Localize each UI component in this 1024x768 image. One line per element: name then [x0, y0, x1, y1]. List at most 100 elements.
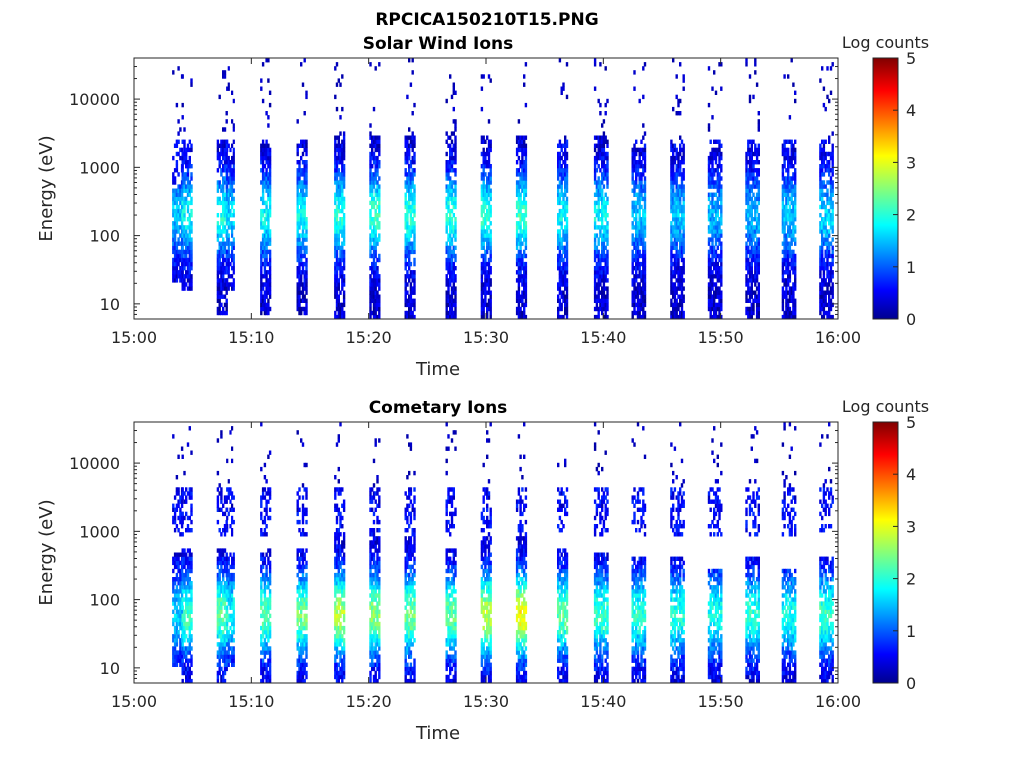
heatmap-cell — [718, 221, 721, 226]
heatmap-cell — [480, 172, 484, 177]
heatmap-cell — [747, 204, 750, 210]
heatmap-cell — [643, 257, 647, 263]
heatmap-cell — [261, 286, 265, 291]
heatmap-cell — [633, 147, 636, 153]
heatmap-cell — [523, 139, 526, 144]
heatmap-cell — [783, 180, 786, 185]
heatmap-cell — [181, 666, 184, 672]
heatmap-cell — [635, 217, 638, 222]
heatmap-cell — [757, 241, 760, 246]
heatmap-cell — [679, 266, 682, 271]
heatmap-cell — [680, 257, 684, 263]
heatmap-cell — [260, 266, 263, 271]
heatmap-cell — [409, 184, 413, 189]
heatmap-cell — [222, 208, 225, 214]
heatmap-cell — [337, 78, 340, 83]
heatmap-cell — [794, 139, 797, 144]
heatmap-cell — [519, 213, 522, 218]
heatmap-cell — [754, 245, 757, 250]
heatmap-cell — [376, 225, 379, 230]
heatmap-cell — [265, 241, 268, 246]
heatmap-cell — [231, 241, 234, 246]
heatmap-cell — [750, 188, 753, 193]
heatmap-cell — [754, 241, 757, 246]
heatmap-cell — [790, 139, 793, 144]
heatmap-cell — [185, 200, 188, 206]
heatmap-cell — [223, 229, 227, 234]
heatmap-cell — [713, 294, 716, 299]
heatmap-cell — [177, 499, 180, 504]
heatmap-cell — [565, 176, 569, 181]
heatmap-cell — [374, 172, 377, 177]
heatmap-cell — [449, 302, 452, 308]
heatmap-cell — [371, 253, 374, 259]
heatmap-cell — [449, 294, 452, 299]
heatmap-cell — [222, 196, 225, 202]
heatmap-cell — [303, 245, 306, 250]
heatmap-cell — [267, 176, 270, 181]
heatmap-cell — [445, 294, 448, 299]
heatmap-cell — [523, 188, 526, 193]
heatmap-cell — [672, 314, 675, 320]
heatmap-cell — [517, 147, 521, 153]
heatmap-cell — [409, 294, 413, 299]
heatmap-cell — [597, 151, 600, 157]
heatmap-cell — [713, 233, 716, 238]
heatmap-cell — [175, 188, 179, 193]
heatmap-cell — [557, 184, 560, 189]
heatmap-cell — [177, 237, 180, 242]
heatmap-cell — [406, 270, 409, 275]
heatmap-cell — [754, 298, 757, 303]
heatmap-cell — [675, 237, 678, 242]
heatmap-cell — [406, 241, 409, 246]
heatmap-cell — [670, 204, 673, 210]
heatmap-cell — [675, 229, 678, 234]
heatmap-cell — [181, 581, 184, 586]
heatmap-cell — [752, 306, 755, 312]
heatmap-cell — [631, 298, 634, 303]
heatmap-cell — [179, 155, 182, 161]
heatmap-cell — [557, 298, 560, 303]
heatmap-cell — [787, 298, 790, 303]
heatmap-cell — [523, 253, 526, 259]
heatmap-cell — [369, 237, 372, 242]
heatmap-cell — [337, 139, 340, 144]
heatmap-cell — [376, 180, 379, 185]
heatmap-cell — [682, 155, 685, 161]
heatmap-cell — [181, 658, 184, 663]
heatmap-cell — [188, 261, 191, 267]
heatmap-cell — [183, 515, 186, 521]
heatmap-cell — [222, 266, 225, 271]
heatmap-cell — [341, 229, 344, 234]
heatmap-cell — [482, 168, 485, 173]
heatmap-cell — [263, 180, 267, 185]
heatmap-cell — [263, 221, 267, 226]
heatmap-cell — [454, 314, 457, 320]
heatmap-cell — [489, 270, 492, 275]
heatmap-cell — [177, 217, 180, 222]
heatmap-cell — [445, 290, 448, 295]
heatmap-cell — [172, 503, 175, 508]
heatmap-cell — [638, 266, 641, 271]
heatmap-cell — [606, 253, 609, 259]
heatmap-cell — [220, 200, 223, 206]
heatmap-cell — [636, 302, 640, 308]
heatmap-cell — [633, 217, 636, 222]
heatmap-cell — [517, 249, 521, 255]
heatmap-cell — [670, 164, 673, 169]
heatmap-cell — [672, 282, 675, 287]
heatmap-cell — [369, 192, 372, 197]
heatmap-cell — [183, 646, 186, 651]
heatmap-cell — [557, 176, 560, 181]
heatmap-cell — [602, 278, 606, 283]
heatmap-cell — [675, 241, 678, 246]
heatmap-cell — [524, 176, 528, 181]
heatmap-cell — [482, 290, 485, 295]
heatmap-cell — [172, 560, 175, 566]
heatmap-cell — [783, 290, 786, 295]
heatmap-cell — [268, 229, 272, 234]
heatmap-cell — [593, 314, 597, 320]
heatmap-cell — [707, 225, 711, 230]
heatmap-cell — [709, 139, 712, 144]
heatmap-cell — [296, 119, 299, 124]
